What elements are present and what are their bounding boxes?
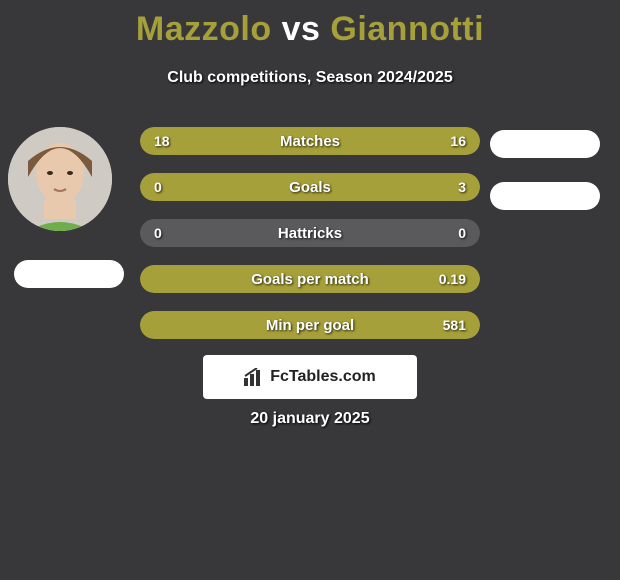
title-vs: vs [282, 10, 321, 48]
stat-value-right: 0 [458, 225, 466, 241]
stat-row: 18 16 Matches [140, 127, 480, 155]
stat-label: Min per goal [266, 317, 354, 334]
stat-row: 0 3 Goals [140, 173, 480, 201]
snapshot-date: 20 january 2025 [0, 410, 620, 428]
chart-icon [244, 368, 264, 386]
team-badge-left [14, 260, 124, 288]
title-player-right: Giannotti [330, 10, 484, 48]
player-avatar-left [8, 127, 112, 231]
stat-value-right: 581 [443, 317, 466, 333]
subtitle: Club competitions, Season 2024/2025 [0, 69, 620, 87]
team-badge-right-2 [490, 182, 600, 210]
stat-row: 0.19 Goals per match [140, 265, 480, 293]
branding-text: FcTables.com [270, 368, 376, 386]
stat-value-right: 16 [450, 133, 466, 149]
team-badge-right-1 [490, 130, 600, 158]
stat-label: Goals per match [251, 271, 369, 288]
stats-column: 18 16 Matches 0 3 Goals 0 0 Hattricks 0.19 Goals p… [140, 127, 480, 357]
stat-label: Hattricks [278, 225, 342, 242]
stat-row: 0 0 Hattricks [140, 219, 480, 247]
stat-value-left: 0 [154, 225, 162, 241]
stat-label: Matches [280, 133, 340, 150]
comparison-title: Mazzolo vs Giannotti [0, 0, 620, 49]
title-player-left: Mazzolo [136, 10, 272, 48]
stat-label: Goals [289, 179, 331, 196]
stat-row: 581 Min per goal [140, 311, 480, 339]
stat-value-right: 3 [458, 179, 466, 195]
avatar-placeholder-icon [8, 127, 112, 231]
stat-value-left: 18 [154, 133, 170, 149]
stat-value-right: 0.19 [439, 271, 466, 287]
branding-badge: FcTables.com [203, 355, 417, 399]
stat-value-left: 0 [154, 179, 162, 195]
